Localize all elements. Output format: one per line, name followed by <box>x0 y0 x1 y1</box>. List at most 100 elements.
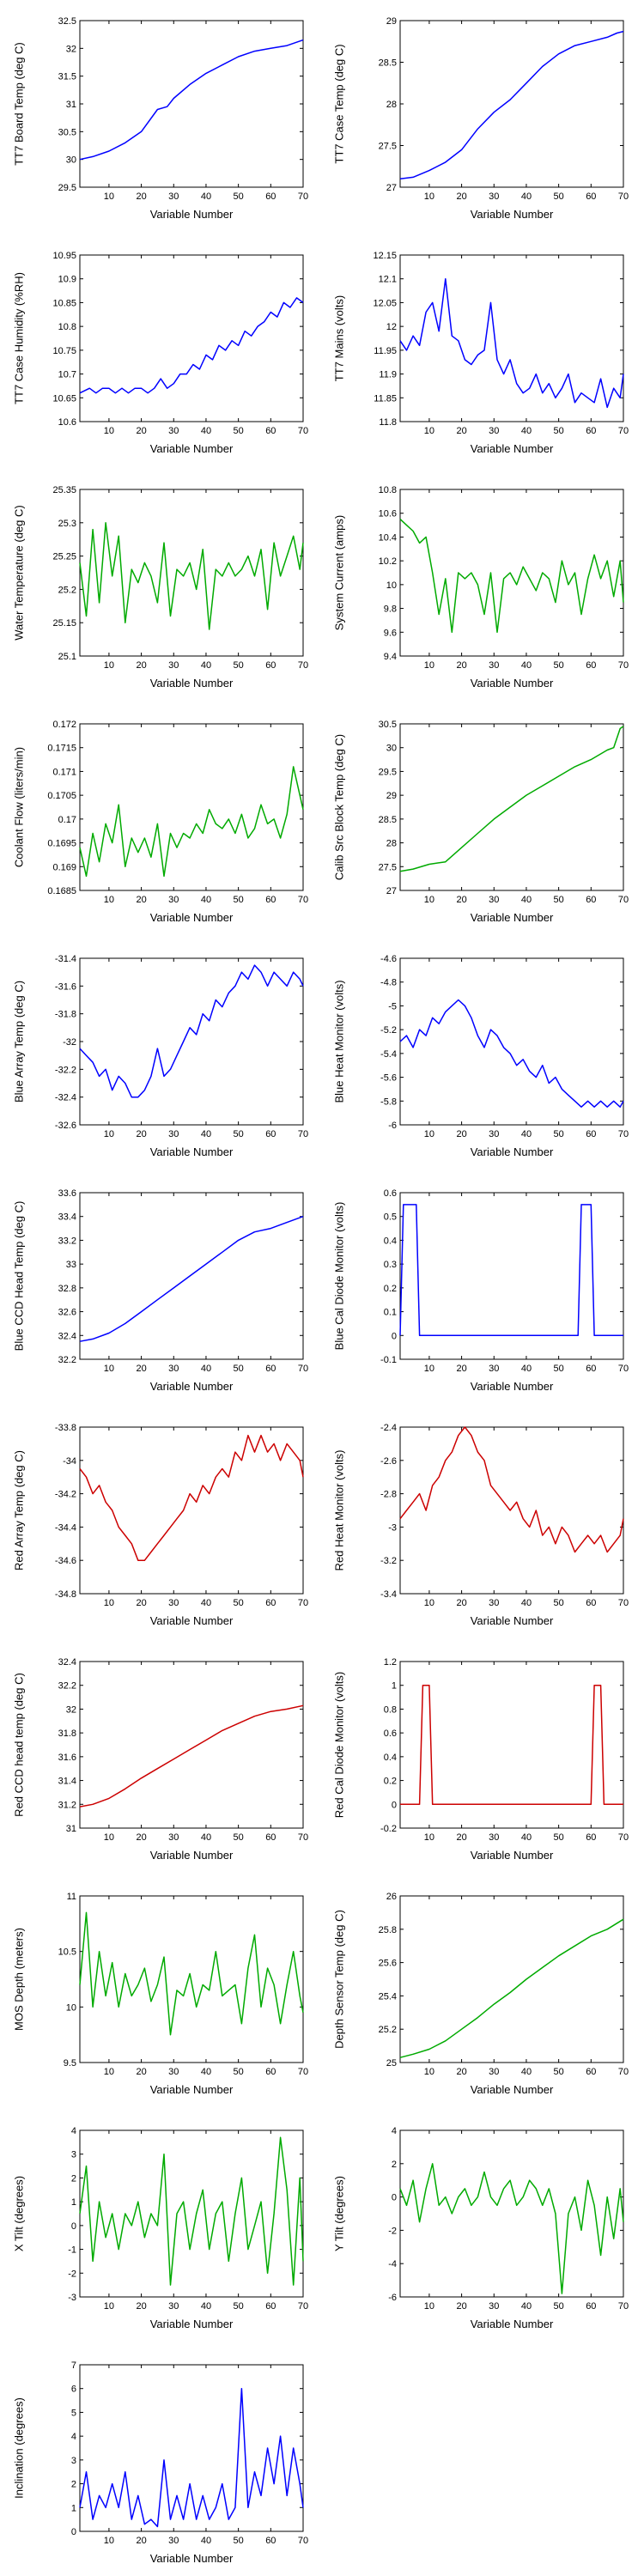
x-axis-label: Variable Number <box>470 1380 554 1393</box>
y-tick-label: 32.2 <box>58 1681 76 1692</box>
y-axis-label: MOS Depth (meters) <box>11 1896 27 2063</box>
x-tick-label: 40 <box>521 1129 532 1139</box>
y-tick-label: 0.1705 <box>47 791 76 801</box>
x-tick-label: 40 <box>521 1364 532 1374</box>
x-tick-label: 10 <box>104 1832 114 1843</box>
x-tick-label: 30 <box>168 1598 179 1608</box>
y-tick-label: -5 <box>388 1001 397 1012</box>
y-tick-label: 30.5 <box>379 720 397 730</box>
x-tick-label: 70 <box>298 1129 308 1139</box>
y-tick-label: 0.1 <box>384 1308 397 1318</box>
x-tick-label: 10 <box>424 426 434 436</box>
series-line <box>79 1434 304 1561</box>
x-tick-label: 60 <box>265 2536 276 2546</box>
y-tick-label: 6 <box>71 2385 76 2395</box>
y-tick-label: -3 <box>68 2293 76 2303</box>
y-tick-label: 10.9 <box>58 275 76 285</box>
x-tick-label: 60 <box>586 426 596 436</box>
x-tick-label: 30 <box>168 2536 179 2546</box>
y-tick-label: -3.4 <box>380 1589 397 1600</box>
plot-frame <box>79 489 304 657</box>
x-tick-label: 10 <box>104 660 114 671</box>
series-line <box>399 1426 624 1553</box>
x-tick-label: 10 <box>424 2067 434 2077</box>
y-tick-label: -2 <box>388 2226 397 2236</box>
x-axis-label: Variable Number <box>470 911 554 924</box>
series-line <box>399 999 624 1108</box>
x-tick-label: 30 <box>489 1832 499 1843</box>
y-tick-label: -32.6 <box>55 1121 76 1131</box>
y-axis-label-text: Blue Heat Monitor (volts) <box>332 980 346 1103</box>
x-tick-label: 40 <box>521 2067 532 2077</box>
x-tick-label: 30 <box>168 1832 179 1843</box>
x-tick-label: 60 <box>265 1129 276 1139</box>
x-tick-label: 10 <box>424 1364 434 1374</box>
x-tick-label: 30 <box>168 191 179 202</box>
y-tick-label: 25 <box>386 2058 397 2069</box>
line-chart: 10 20 30 40 50 60 70 27 27.5 28 28.5 29 <box>379 16 629 202</box>
y-tick-label: 28 <box>386 100 397 110</box>
y-tick-label: 2 <box>71 2480 76 2490</box>
y-tick-label: 26 <box>386 1892 397 1902</box>
y-tick-label: 31 <box>66 100 76 110</box>
series-line <box>399 1918 624 2058</box>
x-axis-label: Variable Number <box>149 1614 234 1627</box>
line-chart: 10 20 30 40 50 60 70 0.1685 0.169 0.1695 0.17 0.170… <box>47 720 308 905</box>
x-tick-label: 30 <box>489 1598 499 1608</box>
y-tick-label: 0 <box>392 1331 397 1341</box>
x-tick-label: 40 <box>201 426 211 436</box>
y-axis-label-text: TT7 Case Temp (deg C) <box>332 44 346 164</box>
y-tick-label: -5.2 <box>380 1025 397 1036</box>
chart-panel: 10 20 30 40 50 60 70 10.6 10.65 10.7 10.75 10.8 10.8… <box>4 234 309 466</box>
line-chart: 10 20 30 40 50 60 70 32.2 32.4 32.6 32.8 33 33.2 33.4… <box>58 1188 309 1374</box>
y-axis-label-text: Red Cal Diode Monitor (volts) <box>332 1671 346 1819</box>
plot-frame <box>79 2129 304 2298</box>
y-tick-label: -5.4 <box>380 1049 397 1060</box>
line-chart: 10 20 30 40 50 60 70 11.8 11.85 11.9 11.95 12 12.05 1… <box>373 251 629 436</box>
y-tick-label: -4 <box>388 2259 397 2269</box>
x-tick-label: 20 <box>136 660 146 671</box>
series-line <box>399 277 624 409</box>
y-tick-label: 1 <box>71 2503 76 2513</box>
x-tick-label: 50 <box>554 1129 564 1139</box>
x-tick-label: 70 <box>618 660 629 671</box>
y-tick-label: 0.4 <box>384 1236 397 1246</box>
y-tick-label: -32 <box>63 1037 76 1048</box>
y-tick-label: -32.4 <box>55 1093 76 1103</box>
x-tick-label: 50 <box>234 1129 244 1139</box>
chart-panel: 10 20 30 40 50 60 70 -6 -5.8 -5.6 -5.4 -5.2 -5 -4.8 -4… <box>325 938 629 1170</box>
x-axis-label: Variable Number <box>149 2083 234 2096</box>
y-tick-label: 27.5 <box>379 142 397 152</box>
chart-panel: 10 20 30 40 50 60 70 25 25.2 25.4 25.6 25.8 26 Depth … <box>325 1875 629 2107</box>
plot-frame <box>79 1192 304 1360</box>
y-tick-label: 32.4 <box>58 1657 76 1668</box>
x-tick-label: 70 <box>618 1364 629 1374</box>
y-tick-label: -2.6 <box>380 1456 397 1467</box>
y-tick-label: 28 <box>386 839 397 849</box>
chart-panel: 10 20 30 40 50 60 70 -3.4 -3.2 -3 -2.8 -2.6 -2.4 Red … <box>325 1406 629 1638</box>
x-axis-label: Variable Number <box>470 208 554 221</box>
x-tick-label: 20 <box>456 895 466 905</box>
y-axis-label: TT7 Board Temp (deg C) <box>11 21 27 187</box>
x-tick-label: 30 <box>489 660 499 671</box>
y-tick-label: -34 <box>63 1456 76 1467</box>
y-tick-label: -2 <box>68 2269 76 2279</box>
x-tick-label: 10 <box>104 1598 114 1608</box>
x-tick-label: 50 <box>554 1364 564 1374</box>
y-tick-label: 25.35 <box>52 485 76 495</box>
y-tick-label: 10.4 <box>379 532 397 543</box>
y-tick-label: 11.8 <box>379 417 397 428</box>
y-tick-label: 0.6 <box>384 1728 397 1739</box>
y-tick-label: 32.6 <box>58 1308 76 1318</box>
x-tick-label: 40 <box>201 1598 211 1608</box>
y-axis-label: System Current (amps) <box>331 489 347 656</box>
y-tick-label: 28.5 <box>379 58 397 69</box>
y-tick-label: 0 <box>392 1800 397 1810</box>
x-tick-label: 30 <box>168 426 179 436</box>
y-tick-label: 10.8 <box>379 485 397 495</box>
y-tick-label: -32.2 <box>55 1065 76 1075</box>
y-tick-label: 10.95 <box>52 251 76 261</box>
x-axis-label: Variable Number <box>470 1145 554 1158</box>
y-tick-label: -31.8 <box>55 1010 76 1020</box>
y-tick-label: -4.6 <box>380 954 397 964</box>
